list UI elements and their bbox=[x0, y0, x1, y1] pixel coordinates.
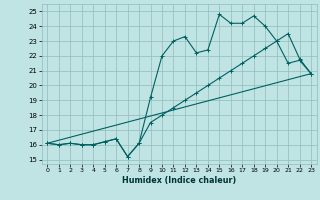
X-axis label: Humidex (Indice chaleur): Humidex (Indice chaleur) bbox=[122, 176, 236, 185]
